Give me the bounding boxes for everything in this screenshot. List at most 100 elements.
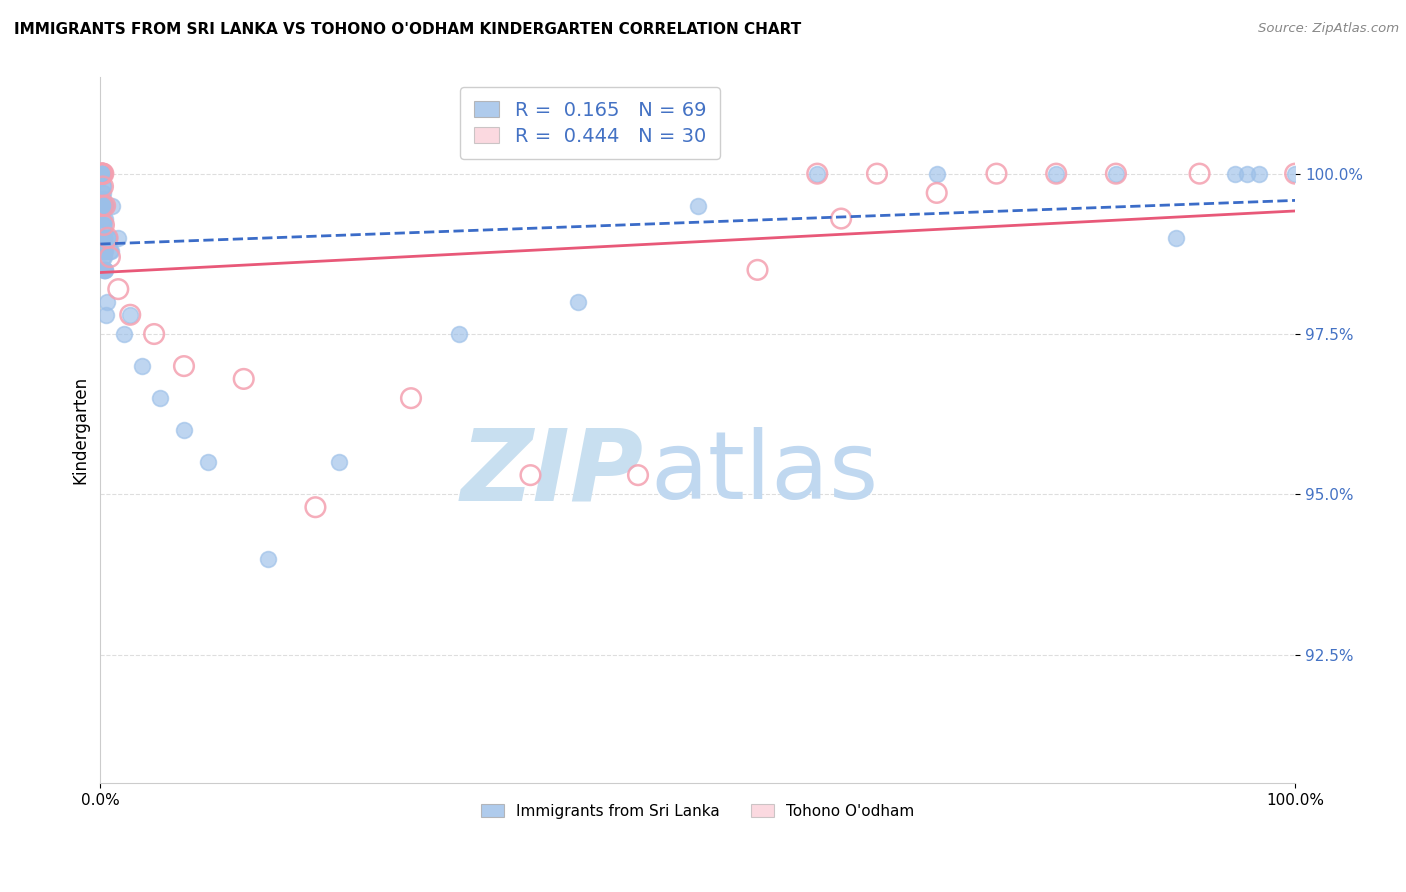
Point [96,231,118,245]
Point [806,167,828,181]
Point [91,179,114,194]
Point [866,167,889,181]
Point [304,500,326,515]
Point [112,326,135,341]
Point [91,179,114,194]
Point [173,423,195,437]
Point [1105,167,1128,181]
Point [93,218,115,232]
Point [93,263,115,277]
Point [93,231,115,245]
Point [93,250,115,264]
Point [91,167,114,181]
Point [91,244,114,258]
Point [986,167,1008,181]
Point [97,231,120,245]
Point [1188,167,1211,181]
Point [925,186,948,200]
Text: Source: ZipAtlas.com: Source: ZipAtlas.com [1258,22,1399,36]
Point [232,372,254,386]
Point [91,167,114,181]
Point [91,167,114,181]
Point [806,167,828,181]
Point [91,179,114,194]
Text: atlas: atlas [650,426,879,518]
Point [1284,167,1306,181]
Point [1045,167,1067,181]
Point [1225,167,1247,181]
Point [94,244,117,258]
Point [1105,167,1128,181]
Point [627,468,650,483]
Point [96,231,118,245]
Point [91,199,114,213]
Point [107,231,129,245]
Point [197,455,219,469]
Point [90,167,112,181]
Point [149,391,172,405]
Point [143,326,166,341]
Point [90,167,112,181]
Point [91,186,114,200]
Point [90,167,112,181]
Point [120,308,142,322]
Point [94,199,117,213]
Point [100,244,122,258]
Point [399,391,422,405]
Point [98,250,121,264]
Point [93,263,115,277]
Point [120,308,142,322]
Point [91,199,114,213]
Legend: Immigrants from Sri Lanka, Tohono O'odham: Immigrants from Sri Lanka, Tohono O'odha… [475,797,921,825]
Point [91,167,114,181]
Point [91,231,114,245]
Point [101,199,124,213]
Point [91,211,114,226]
Point [519,468,541,483]
Point [91,231,114,245]
Point [131,359,153,373]
Point [91,192,114,206]
Point [90,167,112,181]
Point [91,167,114,181]
Text: IMMIGRANTS FROM SRI LANKA VS TOHONO O'ODHAM KINDERGARTEN CORRELATION CHART: IMMIGRANTS FROM SRI LANKA VS TOHONO O'OD… [14,22,801,37]
Y-axis label: Kindergarten: Kindergarten [72,376,89,484]
Point [90,167,112,181]
Point [686,199,709,213]
Point [93,250,115,264]
Point [90,167,112,181]
Point [91,167,114,181]
Point [90,167,112,181]
Point [91,218,114,232]
Point [1164,231,1187,245]
Point [98,244,121,258]
Point [94,263,117,277]
Point [91,167,114,181]
Point [93,218,115,232]
Point [90,167,112,181]
Point [91,199,114,213]
Point [925,167,948,181]
Point [91,167,114,181]
Point [91,167,114,181]
Point [1249,167,1271,181]
Point [93,244,115,258]
Point [91,167,114,181]
Point [94,199,117,213]
Point [1284,167,1306,181]
Point [91,199,114,213]
Point [96,295,118,310]
Point [173,359,195,373]
Point [567,295,589,310]
Point [94,308,117,322]
Point [90,167,112,181]
Text: ZIP: ZIP [461,424,644,521]
Point [93,263,115,277]
Point [96,199,118,213]
Point [256,551,278,566]
Point [447,326,470,341]
Point [328,455,350,469]
Point [830,211,852,226]
Point [107,282,129,296]
Point [91,167,114,181]
